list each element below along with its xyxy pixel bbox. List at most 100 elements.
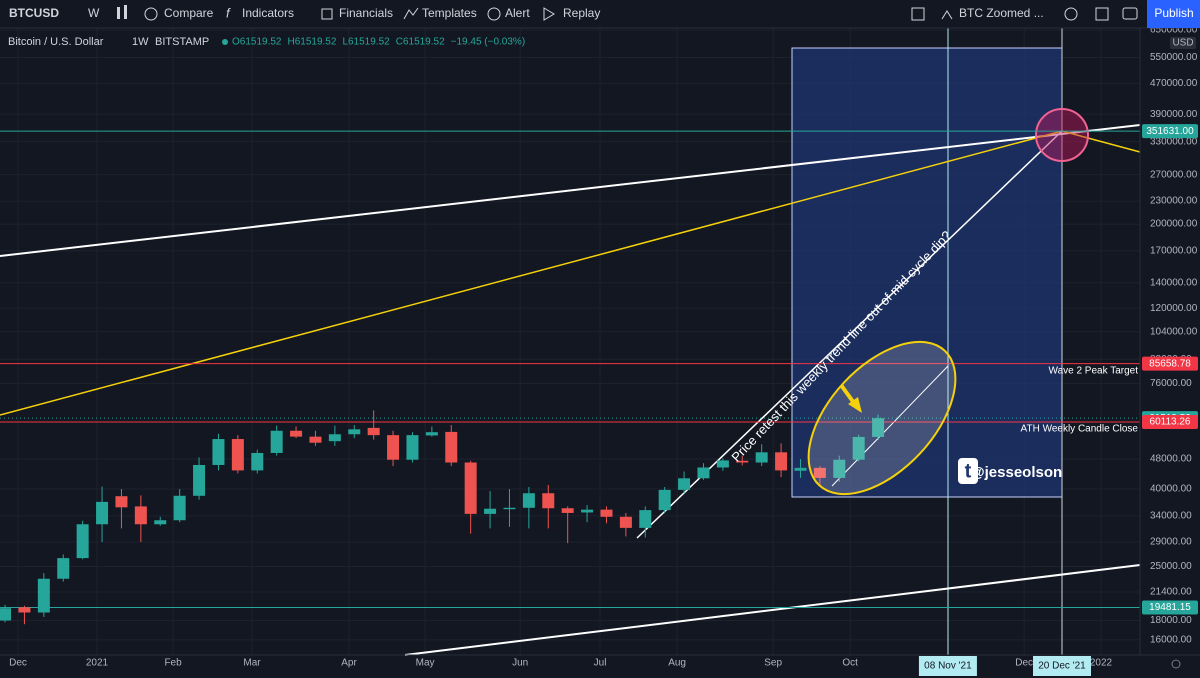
date-marker-label: 20 Dec '21 [1038,661,1086,672]
level-box [1142,356,1198,371]
currency: USD [1172,38,1193,49]
publish-button[interactable] [1147,0,1200,28]
legend-value: O61519.52 [232,37,282,48]
y-tick-label: 120000.00 [1150,303,1198,314]
toolbar-item[interactable]: Alert [505,6,530,20]
y-tick-label: 390000.00 [1150,109,1198,120]
candle-body [18,607,31,613]
legend-value: H61519.52 [288,37,337,48]
candle-body [367,427,380,436]
trend-line [0,124,1141,257]
candle-body [309,436,322,443]
settings-icon[interactable] [1171,659,1181,669]
x-tick-label: May [416,658,435,669]
x-tick-label: Oct [842,658,858,669]
y-tick-label: 21400.00 [1150,587,1192,598]
candle-body [581,509,594,513]
candle-body [678,478,691,490]
level-box [1142,414,1198,429]
level-label: 19481.15 [1149,602,1191,613]
watermark: @jesseolson [970,464,1062,481]
toolbar-item[interactable]: Templates [422,6,477,20]
chart-type-icon[interactable] [117,7,120,19]
x-tick-label: Dec [9,658,27,669]
candle-body [794,467,807,471]
candle-body [57,558,70,579]
candle-body [736,460,749,463]
y-tick-label: 650000.00 [1150,25,1198,36]
y-tick-label: 76000.00 [1150,378,1192,389]
legend-value: L61519.52 [342,37,390,48]
toolbar-item[interactable]: Financials [339,6,393,20]
x-tick-label: Sep [764,658,782,669]
toolbar-item[interactable]: Compare [164,6,214,20]
candle-body [755,452,768,463]
candles [0,410,885,625]
level-label: 85658.78 [1149,358,1191,369]
legend-value: C61519.52 [396,37,445,48]
candle-body [542,493,555,509]
candle-body [425,432,438,436]
y-tick-label: 170000.00 [1150,245,1198,256]
x-tick-label: Dec [1015,658,1033,669]
candle-body [96,501,109,525]
candle-body [348,429,361,435]
candle-body [775,452,788,471]
x-tick-label: Jun [512,658,528,669]
status-dot [222,39,228,45]
y-tick-label: 40000.00 [1150,484,1192,495]
candle-body [561,508,574,513]
candle-body [173,495,186,521]
y-tick-label: 104000.00 [1150,326,1198,337]
settings-icon[interactable] [1064,7,1078,21]
y-tick-label: 18000.00 [1150,615,1192,626]
level-box [1142,124,1198,139]
watermark-logo: t [958,458,978,484]
toolbar-item[interactable]: Replay [563,6,600,20]
fullscreen-icon[interactable] [911,7,925,21]
indicators-icon: f [226,5,231,20]
y-tick-label: 34000.00 [1150,510,1192,521]
publish-label[interactable]: Publish [1154,6,1193,20]
expand-icon[interactable] [1095,7,1109,21]
candle-body [697,467,710,479]
symbol[interactable]: BTCUSD [9,6,59,20]
alert-icon [487,7,501,21]
candle-body [445,431,458,463]
level-box [1142,600,1198,615]
target-circle [1035,108,1089,162]
trend-line [831,365,949,487]
highlight-ellipse [807,340,957,496]
y-tick-label: 550000.00 [1150,52,1198,63]
candle-body [76,524,89,559]
chart-type-icon [124,5,127,19]
svg-text:t: t [965,460,972,482]
candle-body [0,608,12,621]
y-tick-label: 470000.00 [1150,78,1198,89]
candle-body [522,493,535,508]
compare-icon [144,7,158,21]
y-tick-label: 330000.00 [1150,136,1198,147]
candle-body [387,435,400,460]
candle-body [154,520,167,525]
candle-body [813,467,826,478]
snapshot-icon[interactable] [1122,7,1138,20]
level-note: Wave 2 Peak Target [1049,365,1139,376]
candle-body [600,509,613,517]
candle-body [639,510,652,528]
toolbar [0,0,1200,28]
candle-body [658,489,671,511]
toolbar-item[interactable]: Indicators [242,6,294,20]
candle-body [328,434,341,442]
candle-body [231,439,244,471]
interval-button[interactable]: W [88,6,100,20]
x-tick-label: Feb [164,658,182,669]
candle-body [251,452,264,471]
y-tick-label: 16000.00 [1150,635,1192,646]
candle-body [484,508,497,514]
layout-icon [941,10,953,20]
level-label: 351631.00 [1146,126,1194,137]
y-tick-label: 270000.00 [1150,169,1198,180]
layout-name[interactable]: BTC Zoomed ... [959,6,1044,20]
